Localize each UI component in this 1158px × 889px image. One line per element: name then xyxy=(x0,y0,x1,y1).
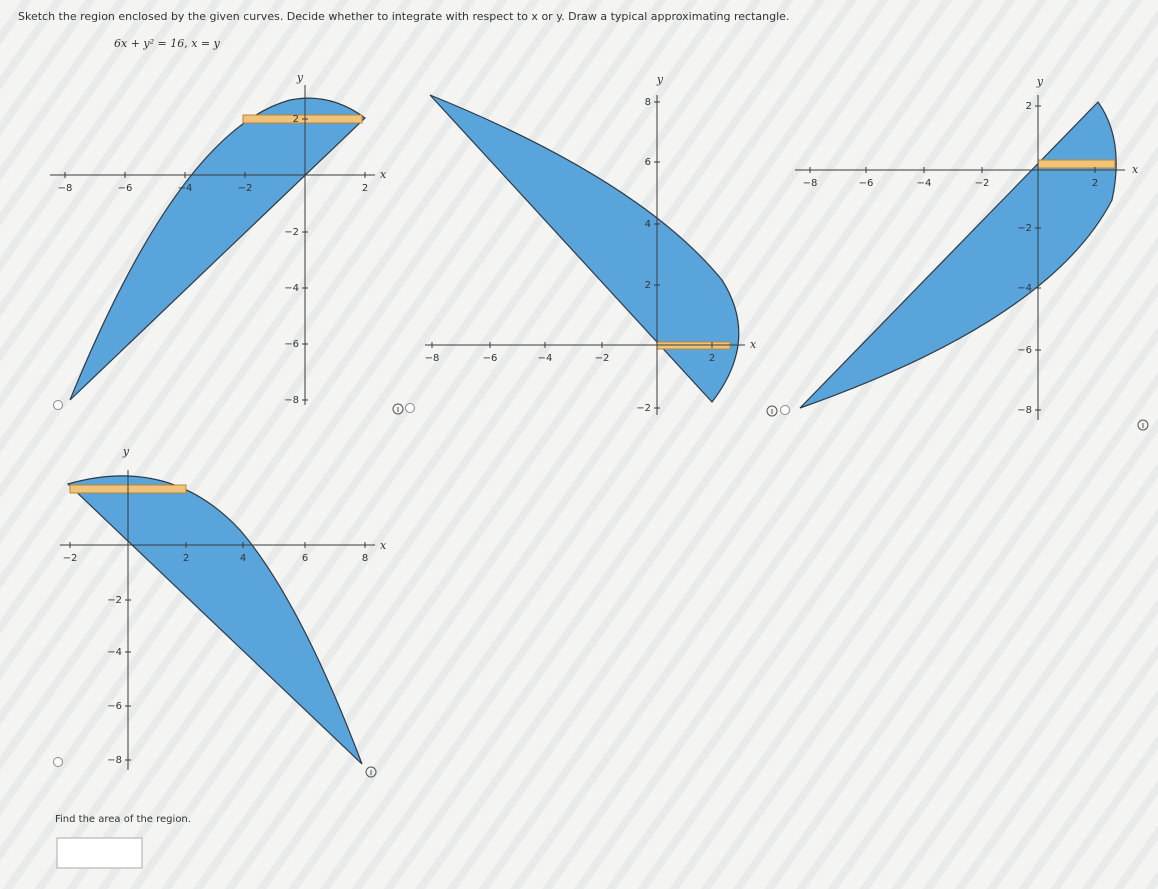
y-tick-label: 2 xyxy=(293,114,299,125)
radio-option[interactable] xyxy=(405,403,415,413)
y-tick-label: 8 xyxy=(645,97,651,108)
y-tick-label: 4 xyxy=(645,219,651,230)
x-tick-label: −6 xyxy=(118,183,133,194)
y-tick-label: −2 xyxy=(107,595,122,606)
x-tick-label: 2 xyxy=(709,353,715,364)
y-tick-label: 2 xyxy=(1026,101,1032,112)
info-icon[interactable] xyxy=(766,405,778,417)
y-tick-label: 6 xyxy=(645,157,651,168)
radio-option[interactable] xyxy=(53,757,63,767)
answer-input[interactable] xyxy=(56,837,143,869)
radio-option[interactable] xyxy=(53,400,63,410)
x-tick-label: −4 xyxy=(917,178,932,189)
x-tick-label: −6 xyxy=(859,178,874,189)
x-tick-label: 8 xyxy=(362,553,368,564)
y-axis-label: y xyxy=(656,73,664,86)
region xyxy=(66,475,363,765)
question: Find the area of the region. xyxy=(55,814,191,825)
x-axis-label: x xyxy=(380,168,387,181)
x-tick-label: −8 xyxy=(425,353,440,364)
region xyxy=(429,94,740,403)
y-axis-label: y xyxy=(296,71,304,84)
x-tick-label: −6 xyxy=(483,353,498,364)
y-tick-label: 2 xyxy=(645,280,651,291)
region xyxy=(799,101,1117,409)
y-tick-label: −2 xyxy=(1017,223,1032,234)
x-tick-label: 2 xyxy=(183,553,189,564)
y-tick-label: −4 xyxy=(1017,283,1032,294)
y-axis-label: y xyxy=(122,445,130,458)
x-tick-label: −2 xyxy=(238,183,253,194)
y-tick-label: −8 xyxy=(107,755,122,766)
instruction: Sketch the region enclosed by the given … xyxy=(18,10,789,23)
info-icon[interactable] xyxy=(365,766,377,778)
x-tick-label: 2 xyxy=(362,183,368,194)
radio-option[interactable] xyxy=(780,405,790,415)
region xyxy=(69,97,366,401)
x-tick-label: −8 xyxy=(803,178,818,189)
x-tick-label: 4 xyxy=(240,553,246,564)
x-tick-label: −2 xyxy=(975,178,990,189)
info-icon[interactable] xyxy=(1137,419,1149,431)
x-axis-label: x xyxy=(750,338,757,351)
y-tick-label: −8 xyxy=(1017,405,1032,416)
x-axis-label: x xyxy=(1132,163,1139,176)
x-tick-label: −4 xyxy=(178,183,193,194)
x-tick-label: −4 xyxy=(538,353,553,364)
x-tick-label: 2 xyxy=(1092,178,1098,189)
y-tick-label: −6 xyxy=(107,701,122,712)
equation: 6x + y² = 16, x = y xyxy=(114,37,221,50)
info-icon[interactable] xyxy=(392,403,404,415)
x-axis-label: x xyxy=(380,539,387,552)
y-tick-label: −8 xyxy=(284,395,299,406)
approx-rectangle xyxy=(1037,159,1116,169)
y-tick-label: −2 xyxy=(284,227,299,238)
x-tick-label: −2 xyxy=(63,553,78,564)
x-tick-label: 6 xyxy=(302,553,308,564)
x-tick-label: −8 xyxy=(58,183,73,194)
y-tick-label: −4 xyxy=(284,283,299,294)
y-tick-label: −4 xyxy=(107,647,122,658)
y-tick-label: −6 xyxy=(1017,345,1032,356)
y-axis-label: y xyxy=(1036,75,1044,88)
y-tick-label: −6 xyxy=(284,339,299,350)
x-tick-label: −2 xyxy=(595,353,610,364)
y-tick-label: −2 xyxy=(636,403,651,414)
